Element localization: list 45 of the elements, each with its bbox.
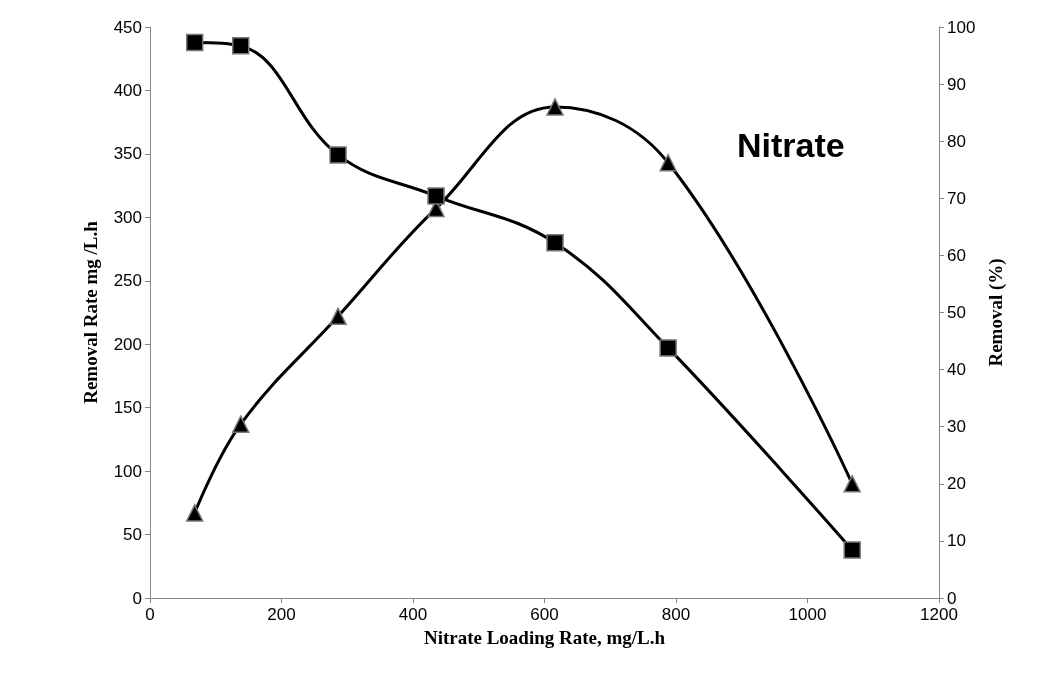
x-tick-label: 200	[267, 605, 296, 624]
y2-tick-label: 0	[947, 588, 957, 608]
y-tick-label: 250	[113, 271, 142, 291]
y-tick-label: 200	[113, 334, 142, 354]
point	[231, 415, 250, 433]
y-tick-label: 150	[113, 398, 142, 418]
point	[185, 504, 204, 522]
y2-tick-label: 100	[947, 17, 976, 37]
x-tick-label: 0	[145, 605, 155, 624]
point	[843, 475, 861, 493]
y2-tick-label: 50	[947, 303, 966, 322]
annotation: Nitrate	[737, 126, 845, 164]
y2-tick-label: 40	[947, 360, 966, 380]
x-tick-label: 400	[398, 605, 428, 624]
y-tick-label: 100	[113, 461, 142, 481]
point	[546, 98, 564, 116]
y-tick-label: 300	[113, 207, 142, 227]
x-tick-label: 1000	[788, 605, 827, 624]
point	[843, 541, 861, 559]
point	[659, 154, 677, 172]
y2-tick-label: 70	[947, 188, 966, 208]
y2-tick-label: 20	[947, 474, 966, 494]
y2-axis-title: Removal (%)	[985, 258, 1008, 367]
y2-tick-label: 80	[947, 131, 966, 151]
point	[659, 339, 677, 357]
point	[185, 33, 204, 52]
point	[546, 234, 564, 252]
point	[231, 37, 250, 55]
y-tick-label: 400	[113, 80, 142, 100]
y-tick-label: 0	[132, 588, 142, 608]
y-axis-title: Removal Rate mg /L.h	[80, 220, 101, 404]
y-tick-label: 50	[123, 525, 142, 545]
x-axis-title: Nitrate Loading Rate, mg/L.h	[423, 626, 666, 648]
point	[329, 307, 347, 326]
x-tick-label: 1200	[920, 605, 958, 624]
y-tick-label: 350	[113, 144, 142, 164]
y2-tick-label: 60	[947, 245, 966, 265]
y2-tick-label: 10	[947, 531, 966, 551]
x-tick-label: 600	[530, 605, 559, 624]
x-tick-label: 800	[661, 605, 691, 624]
y2-tick-label: 90	[947, 74, 966, 94]
y-tick-label: 450	[113, 17, 142, 37]
point	[329, 146, 347, 164]
y2-tick-label: 30	[947, 417, 966, 437]
point	[427, 187, 445, 205]
